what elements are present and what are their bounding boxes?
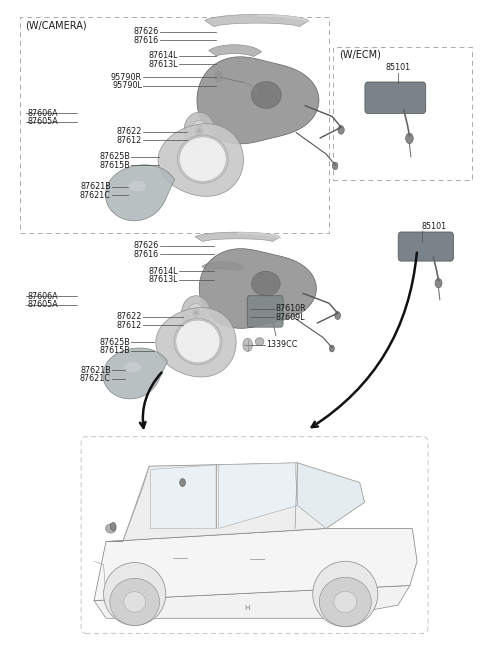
Ellipse shape [334, 591, 357, 612]
FancyBboxPatch shape [398, 232, 454, 261]
Text: 87625B: 87625B [99, 338, 130, 347]
Polygon shape [123, 466, 149, 541]
Bar [333, 47, 472, 179]
Text: 87616: 87616 [133, 250, 158, 259]
Ellipse shape [180, 137, 226, 181]
Ellipse shape [181, 296, 210, 330]
Polygon shape [199, 248, 316, 328]
Polygon shape [205, 14, 309, 27]
Text: 87615B: 87615B [99, 346, 130, 355]
Circle shape [215, 72, 222, 82]
Text: 87622: 87622 [117, 127, 142, 136]
Circle shape [332, 162, 338, 170]
Text: (W/CAMERA): (W/CAMERA) [24, 20, 86, 30]
Polygon shape [209, 45, 262, 57]
Text: 85101: 85101 [422, 222, 447, 231]
Ellipse shape [252, 81, 281, 108]
Text: 87605A: 87605A [27, 118, 58, 127]
Text: 87612: 87612 [117, 321, 142, 330]
Bar [20, 17, 328, 233]
Ellipse shape [106, 524, 116, 533]
Text: 85101: 85101 [385, 63, 410, 72]
Text: 87612: 87612 [117, 136, 142, 145]
Ellipse shape [319, 578, 372, 627]
Text: 87625B: 87625B [99, 152, 130, 161]
Circle shape [243, 338, 252, 351]
Ellipse shape [188, 304, 204, 322]
Text: 87614L: 87614L [148, 267, 178, 276]
Polygon shape [156, 307, 236, 377]
Text: 87626: 87626 [133, 241, 158, 250]
Text: 87621C: 87621C [80, 374, 111, 384]
FancyBboxPatch shape [247, 296, 283, 327]
Polygon shape [94, 585, 410, 618]
Circle shape [406, 133, 413, 144]
Circle shape [335, 311, 340, 319]
Text: 87614L: 87614L [148, 51, 178, 60]
Text: 87616: 87616 [133, 35, 158, 45]
Text: 87605A: 87605A [27, 300, 58, 309]
Text: 87613L: 87613L [148, 60, 178, 69]
Polygon shape [106, 165, 175, 221]
Polygon shape [151, 465, 216, 528]
Polygon shape [202, 261, 244, 271]
FancyArrowPatch shape [312, 252, 417, 427]
Text: 87621B: 87621B [80, 183, 111, 191]
FancyBboxPatch shape [365, 82, 426, 114]
Text: 87609L: 87609L [276, 313, 306, 322]
Polygon shape [106, 463, 364, 541]
Text: 87606A: 87606A [27, 292, 58, 301]
Text: 1339CC: 1339CC [266, 340, 298, 350]
Text: 87606A: 87606A [27, 109, 58, 118]
FancyArrowPatch shape [140, 373, 162, 428]
Text: H: H [244, 606, 250, 612]
Ellipse shape [176, 320, 220, 363]
Polygon shape [298, 463, 364, 528]
Ellipse shape [184, 112, 215, 149]
Text: 87622: 87622 [117, 312, 142, 321]
Circle shape [110, 522, 116, 530]
Text: 87613L: 87613L [148, 275, 178, 284]
Ellipse shape [252, 271, 280, 296]
Polygon shape [197, 57, 319, 144]
Text: 87615B: 87615B [99, 161, 130, 170]
Text: 95790L: 95790L [112, 81, 142, 91]
Ellipse shape [255, 338, 264, 346]
Ellipse shape [191, 120, 208, 141]
Polygon shape [158, 124, 243, 196]
Circle shape [435, 279, 442, 288]
Text: 87621B: 87621B [80, 366, 111, 375]
Circle shape [180, 479, 185, 486]
Ellipse shape [104, 562, 166, 625]
Ellipse shape [128, 181, 146, 191]
Polygon shape [103, 348, 168, 399]
Circle shape [329, 345, 335, 352]
Text: 87626: 87626 [133, 27, 158, 36]
Text: 87610R: 87610R [276, 304, 307, 313]
Polygon shape [195, 232, 280, 242]
Circle shape [338, 125, 344, 134]
Ellipse shape [110, 578, 159, 625]
Polygon shape [94, 528, 417, 600]
Text: 95790R: 95790R [111, 73, 142, 82]
Text: 87621C: 87621C [80, 191, 111, 200]
Polygon shape [218, 463, 298, 528]
Text: (W/ECM): (W/ECM) [339, 50, 381, 60]
Ellipse shape [124, 592, 145, 612]
Ellipse shape [313, 561, 378, 627]
Ellipse shape [124, 362, 141, 372]
